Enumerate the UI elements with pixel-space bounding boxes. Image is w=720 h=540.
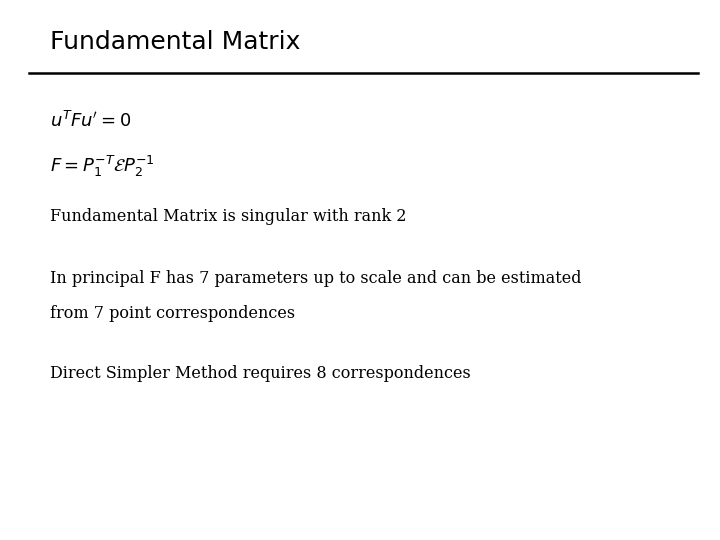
- Text: Fundamental Matrix is singular with rank 2: Fundamental Matrix is singular with rank…: [50, 208, 407, 225]
- Text: $F = P_1^{-T}\mathcal{E}P_2^{-1}$: $F = P_1^{-T}\mathcal{E}P_2^{-1}$: [50, 154, 156, 179]
- Text: Fundamental Matrix: Fundamental Matrix: [50, 30, 301, 53]
- Text: Direct Simpler Method requires 8 correspondences: Direct Simpler Method requires 8 corresp…: [50, 364, 471, 381]
- Text: $u^{T} Fu' = 0$: $u^{T} Fu' = 0$: [50, 111, 132, 131]
- Text: from 7 point correspondences: from 7 point correspondences: [50, 305, 295, 322]
- Text: In principal F has 7 parameters up to scale and can be estimated: In principal F has 7 parameters up to sc…: [50, 270, 582, 287]
